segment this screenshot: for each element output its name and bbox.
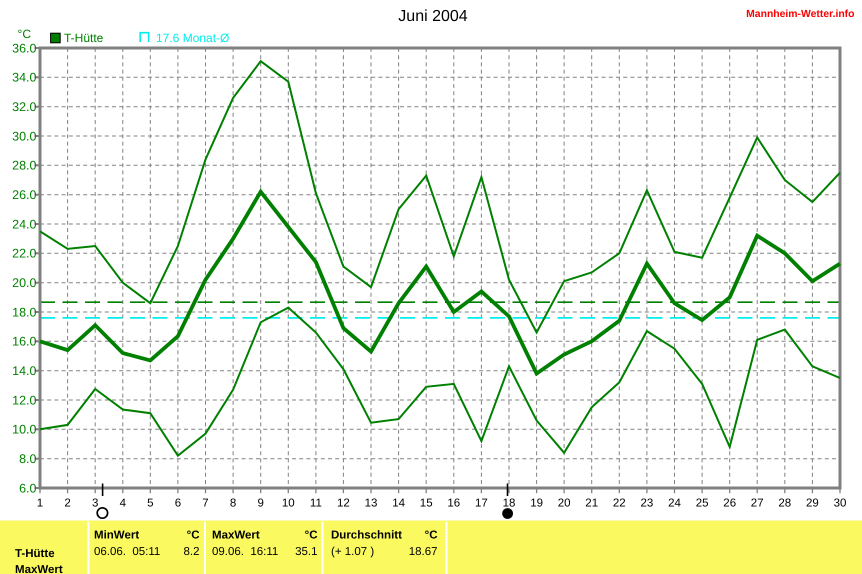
- svg-text:34.0: 34.0: [12, 71, 36, 85]
- svg-text:6: 6: [175, 498, 181, 510]
- svg-text:14: 14: [392, 498, 405, 510]
- svg-text:4: 4: [120, 498, 127, 510]
- svg-text:28: 28: [778, 498, 791, 510]
- svg-text:30: 30: [834, 498, 847, 510]
- svg-text:25: 25: [696, 498, 709, 510]
- svg-text:8.2: 8.2: [184, 546, 200, 558]
- svg-text:(+ 1.07 ): (+ 1.07 ): [331, 546, 374, 558]
- svg-text:14.0: 14.0: [12, 364, 36, 378]
- svg-text:Mannheim-Wetter.info: Mannheim-Wetter.info: [746, 9, 854, 20]
- svg-text:MinWert: MinWert: [94, 530, 139, 542]
- svg-text:29: 29: [806, 498, 819, 510]
- svg-text:12: 12: [337, 498, 350, 510]
- svg-text:2: 2: [64, 498, 70, 510]
- svg-text:MaxWert: MaxWert: [212, 530, 260, 542]
- svg-text:26: 26: [723, 498, 736, 510]
- svg-text:22: 22: [613, 498, 626, 510]
- svg-text:30.0: 30.0: [12, 129, 36, 143]
- svg-text:10.0: 10.0: [12, 423, 36, 437]
- svg-text:T-Hütte: T-Hütte: [64, 31, 104, 45]
- svg-text:15: 15: [420, 498, 433, 510]
- svg-text:09.06. 16:11: 09.06. 16:11: [212, 546, 278, 558]
- svg-text:13: 13: [365, 498, 378, 510]
- svg-text:8: 8: [230, 498, 236, 510]
- svg-text:7: 7: [202, 498, 208, 510]
- svg-text:°C: °C: [425, 530, 438, 542]
- svg-text:24.0: 24.0: [12, 217, 36, 231]
- svg-text:21: 21: [585, 498, 598, 510]
- svg-text:16.0: 16.0: [12, 335, 36, 349]
- svg-text:9: 9: [257, 498, 263, 510]
- svg-text:12.0: 12.0: [12, 393, 36, 407]
- svg-text:Juni 2004: Juni 2004: [398, 8, 467, 25]
- svg-text:Durchschnitt: Durchschnitt: [331, 530, 402, 542]
- svg-text:18: 18: [503, 498, 516, 510]
- svg-text:20.0: 20.0: [12, 276, 36, 290]
- svg-text:10: 10: [282, 498, 295, 510]
- svg-text:22.0: 22.0: [12, 247, 36, 261]
- svg-text:5: 5: [147, 498, 153, 510]
- svg-text:3: 3: [92, 498, 98, 510]
- svg-text:20: 20: [558, 498, 571, 510]
- svg-text:28.0: 28.0: [12, 159, 36, 173]
- svg-text:1: 1: [37, 498, 43, 510]
- svg-text:16: 16: [447, 498, 460, 510]
- svg-text:18.67: 18.67: [409, 546, 438, 558]
- svg-text:23: 23: [641, 498, 654, 510]
- svg-text:8.0: 8.0: [19, 452, 36, 466]
- svg-text:18.0: 18.0: [12, 305, 36, 319]
- svg-text:17: 17: [475, 498, 488, 510]
- svg-text:24: 24: [668, 498, 681, 510]
- svg-text:°C: °C: [305, 530, 318, 542]
- svg-text:MaxWert: MaxWert: [15, 564, 63, 574]
- svg-text:32.0: 32.0: [12, 100, 36, 114]
- svg-text:35.1: 35.1: [295, 546, 317, 558]
- svg-text:6.0: 6.0: [19, 481, 36, 495]
- svg-text:19: 19: [530, 498, 543, 510]
- svg-text:17.6 Monat-Ø: 17.6 Monat-Ø: [156, 31, 229, 45]
- svg-text:T-Hütte: T-Hütte: [15, 548, 55, 560]
- svg-text:°C: °C: [187, 530, 200, 542]
- svg-text:36.0: 36.0: [12, 41, 36, 55]
- svg-text:06.06. 05:11: 06.06. 05:11: [94, 546, 160, 558]
- svg-text:11: 11: [310, 498, 322, 510]
- svg-text:27: 27: [751, 498, 764, 510]
- svg-text:26.0: 26.0: [12, 188, 36, 202]
- svg-text:°C: °C: [18, 27, 32, 41]
